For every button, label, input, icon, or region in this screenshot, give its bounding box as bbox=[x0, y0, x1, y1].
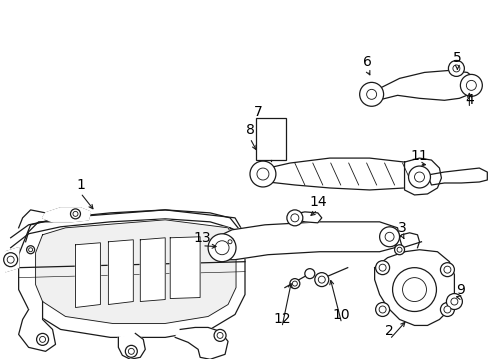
Text: 12: 12 bbox=[272, 312, 290, 327]
Text: 2: 2 bbox=[385, 324, 393, 338]
Circle shape bbox=[225, 238, 234, 246]
Circle shape bbox=[128, 348, 134, 354]
Circle shape bbox=[375, 302, 389, 316]
Circle shape bbox=[407, 166, 429, 188]
Circle shape bbox=[394, 245, 404, 255]
Circle shape bbox=[37, 333, 48, 345]
Polygon shape bbox=[108, 240, 133, 305]
Text: 10: 10 bbox=[332, 309, 350, 323]
Polygon shape bbox=[19, 210, 244, 337]
Circle shape bbox=[214, 329, 225, 341]
Text: 11: 11 bbox=[410, 149, 427, 163]
Circle shape bbox=[450, 298, 457, 305]
Circle shape bbox=[208, 234, 236, 262]
Polygon shape bbox=[36, 220, 236, 323]
Circle shape bbox=[4, 253, 18, 267]
Circle shape bbox=[385, 232, 393, 241]
Circle shape bbox=[227, 240, 232, 244]
Circle shape bbox=[402, 278, 426, 302]
Polygon shape bbox=[6, 248, 19, 272]
Circle shape bbox=[292, 281, 297, 286]
Polygon shape bbox=[170, 237, 200, 298]
Circle shape bbox=[289, 279, 299, 289]
Circle shape bbox=[304, 269, 314, 279]
Text: 1: 1 bbox=[76, 178, 85, 192]
Circle shape bbox=[440, 302, 453, 316]
Circle shape bbox=[318, 276, 325, 283]
Circle shape bbox=[414, 172, 424, 182]
Circle shape bbox=[217, 332, 223, 338]
Polygon shape bbox=[175, 328, 227, 359]
Text: 5: 5 bbox=[452, 51, 461, 66]
Polygon shape bbox=[19, 302, 56, 351]
Circle shape bbox=[40, 336, 45, 342]
Polygon shape bbox=[140, 238, 165, 302]
Circle shape bbox=[466, 80, 475, 90]
Polygon shape bbox=[374, 250, 453, 325]
Polygon shape bbox=[75, 243, 100, 307]
Circle shape bbox=[443, 306, 450, 313]
Text: 14: 14 bbox=[308, 195, 326, 209]
Text: 9: 9 bbox=[455, 283, 464, 297]
Polygon shape bbox=[118, 333, 145, 359]
Bar bbox=[255, 118, 285, 160]
Circle shape bbox=[447, 60, 464, 76]
Circle shape bbox=[392, 268, 436, 311]
Circle shape bbox=[366, 89, 376, 99]
Circle shape bbox=[125, 345, 137, 357]
Circle shape bbox=[359, 82, 383, 106]
Circle shape bbox=[249, 161, 275, 187]
Text: 8: 8 bbox=[245, 123, 254, 137]
Polygon shape bbox=[212, 222, 399, 260]
Circle shape bbox=[29, 248, 33, 252]
Circle shape bbox=[459, 75, 481, 96]
Circle shape bbox=[73, 211, 78, 216]
Circle shape bbox=[215, 241, 228, 255]
Circle shape bbox=[446, 293, 462, 310]
Circle shape bbox=[290, 214, 298, 222]
Polygon shape bbox=[367, 71, 476, 100]
Text: 3: 3 bbox=[397, 221, 406, 235]
Circle shape bbox=[375, 261, 389, 275]
Circle shape bbox=[7, 256, 14, 263]
Circle shape bbox=[443, 266, 450, 273]
Text: 13: 13 bbox=[193, 231, 210, 245]
Circle shape bbox=[379, 227, 399, 247]
Polygon shape bbox=[289, 212, 321, 223]
Circle shape bbox=[378, 264, 386, 271]
Polygon shape bbox=[42, 208, 90, 222]
Text: 6: 6 bbox=[363, 55, 371, 69]
Circle shape bbox=[452, 65, 459, 72]
Circle shape bbox=[286, 210, 302, 226]
Circle shape bbox=[378, 306, 386, 313]
Circle shape bbox=[314, 273, 328, 287]
Circle shape bbox=[440, 263, 453, 276]
Circle shape bbox=[396, 247, 401, 252]
Polygon shape bbox=[427, 168, 487, 185]
Text: 7: 7 bbox=[253, 105, 262, 119]
Circle shape bbox=[256, 168, 268, 180]
Polygon shape bbox=[258, 158, 419, 190]
Circle shape bbox=[26, 246, 35, 254]
Polygon shape bbox=[404, 158, 441, 195]
Text: 4: 4 bbox=[464, 93, 473, 107]
Circle shape bbox=[70, 209, 81, 219]
